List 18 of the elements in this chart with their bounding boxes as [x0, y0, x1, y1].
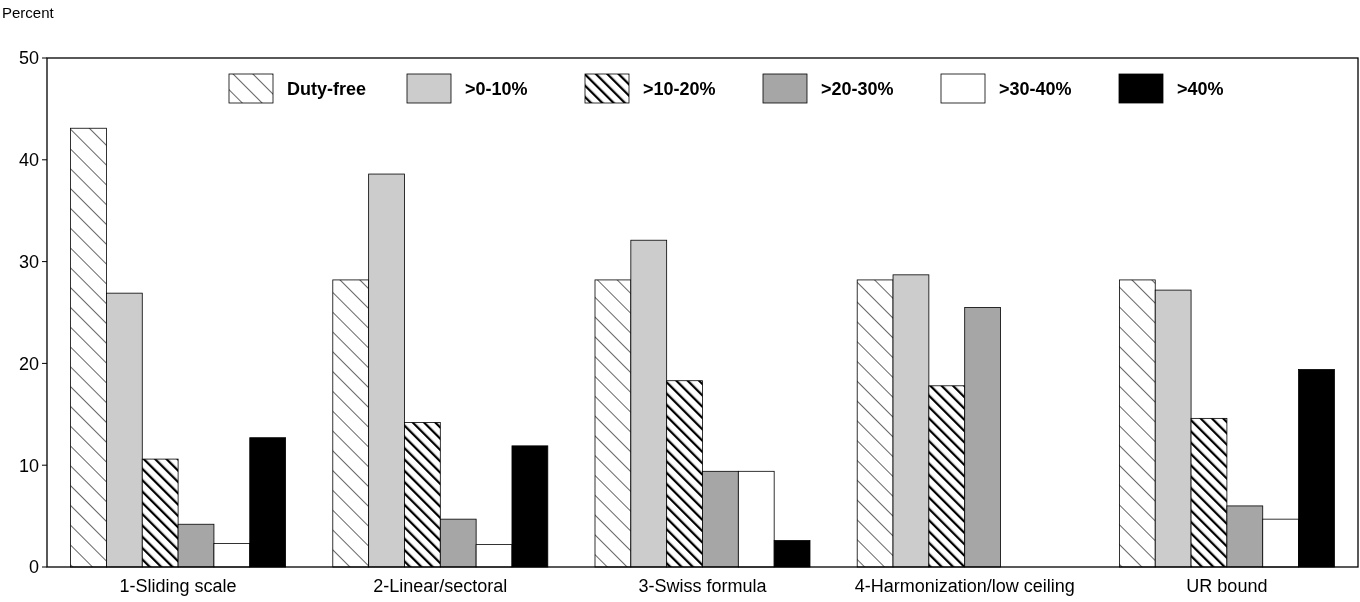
- y-tick-label: 40: [18, 150, 39, 171]
- y-tick-label: 10: [18, 455, 39, 476]
- x-tick-label: 3-Swiss formula: [638, 576, 768, 596]
- legend-label: >10-20%: [643, 79, 716, 100]
- legend-label: >20-30%: [821, 79, 894, 100]
- x-tick-label: UR bound: [1186, 576, 1268, 596]
- y-tick-label: 20: [18, 353, 39, 374]
- legend-label: Duty-free: [287, 79, 367, 100]
- x-tick-label: 4-Harmonization/low ceiling: [854, 576, 1075, 596]
- y-axis-title: Percent: [2, 4, 55, 21]
- x-tick-label: 2-Linear/sectoral: [373, 576, 508, 596]
- legend-label: >40%: [1177, 79, 1224, 100]
- y-tick-label: 0: [28, 557, 39, 578]
- legend-label: >30-40%: [999, 79, 1072, 100]
- y-tick-label: 30: [18, 251, 39, 272]
- x-tick-label: 1-Sliding scale: [119, 576, 237, 596]
- legend-label: >0-10%: [465, 79, 528, 100]
- y-tick-label: 50: [18, 48, 39, 69]
